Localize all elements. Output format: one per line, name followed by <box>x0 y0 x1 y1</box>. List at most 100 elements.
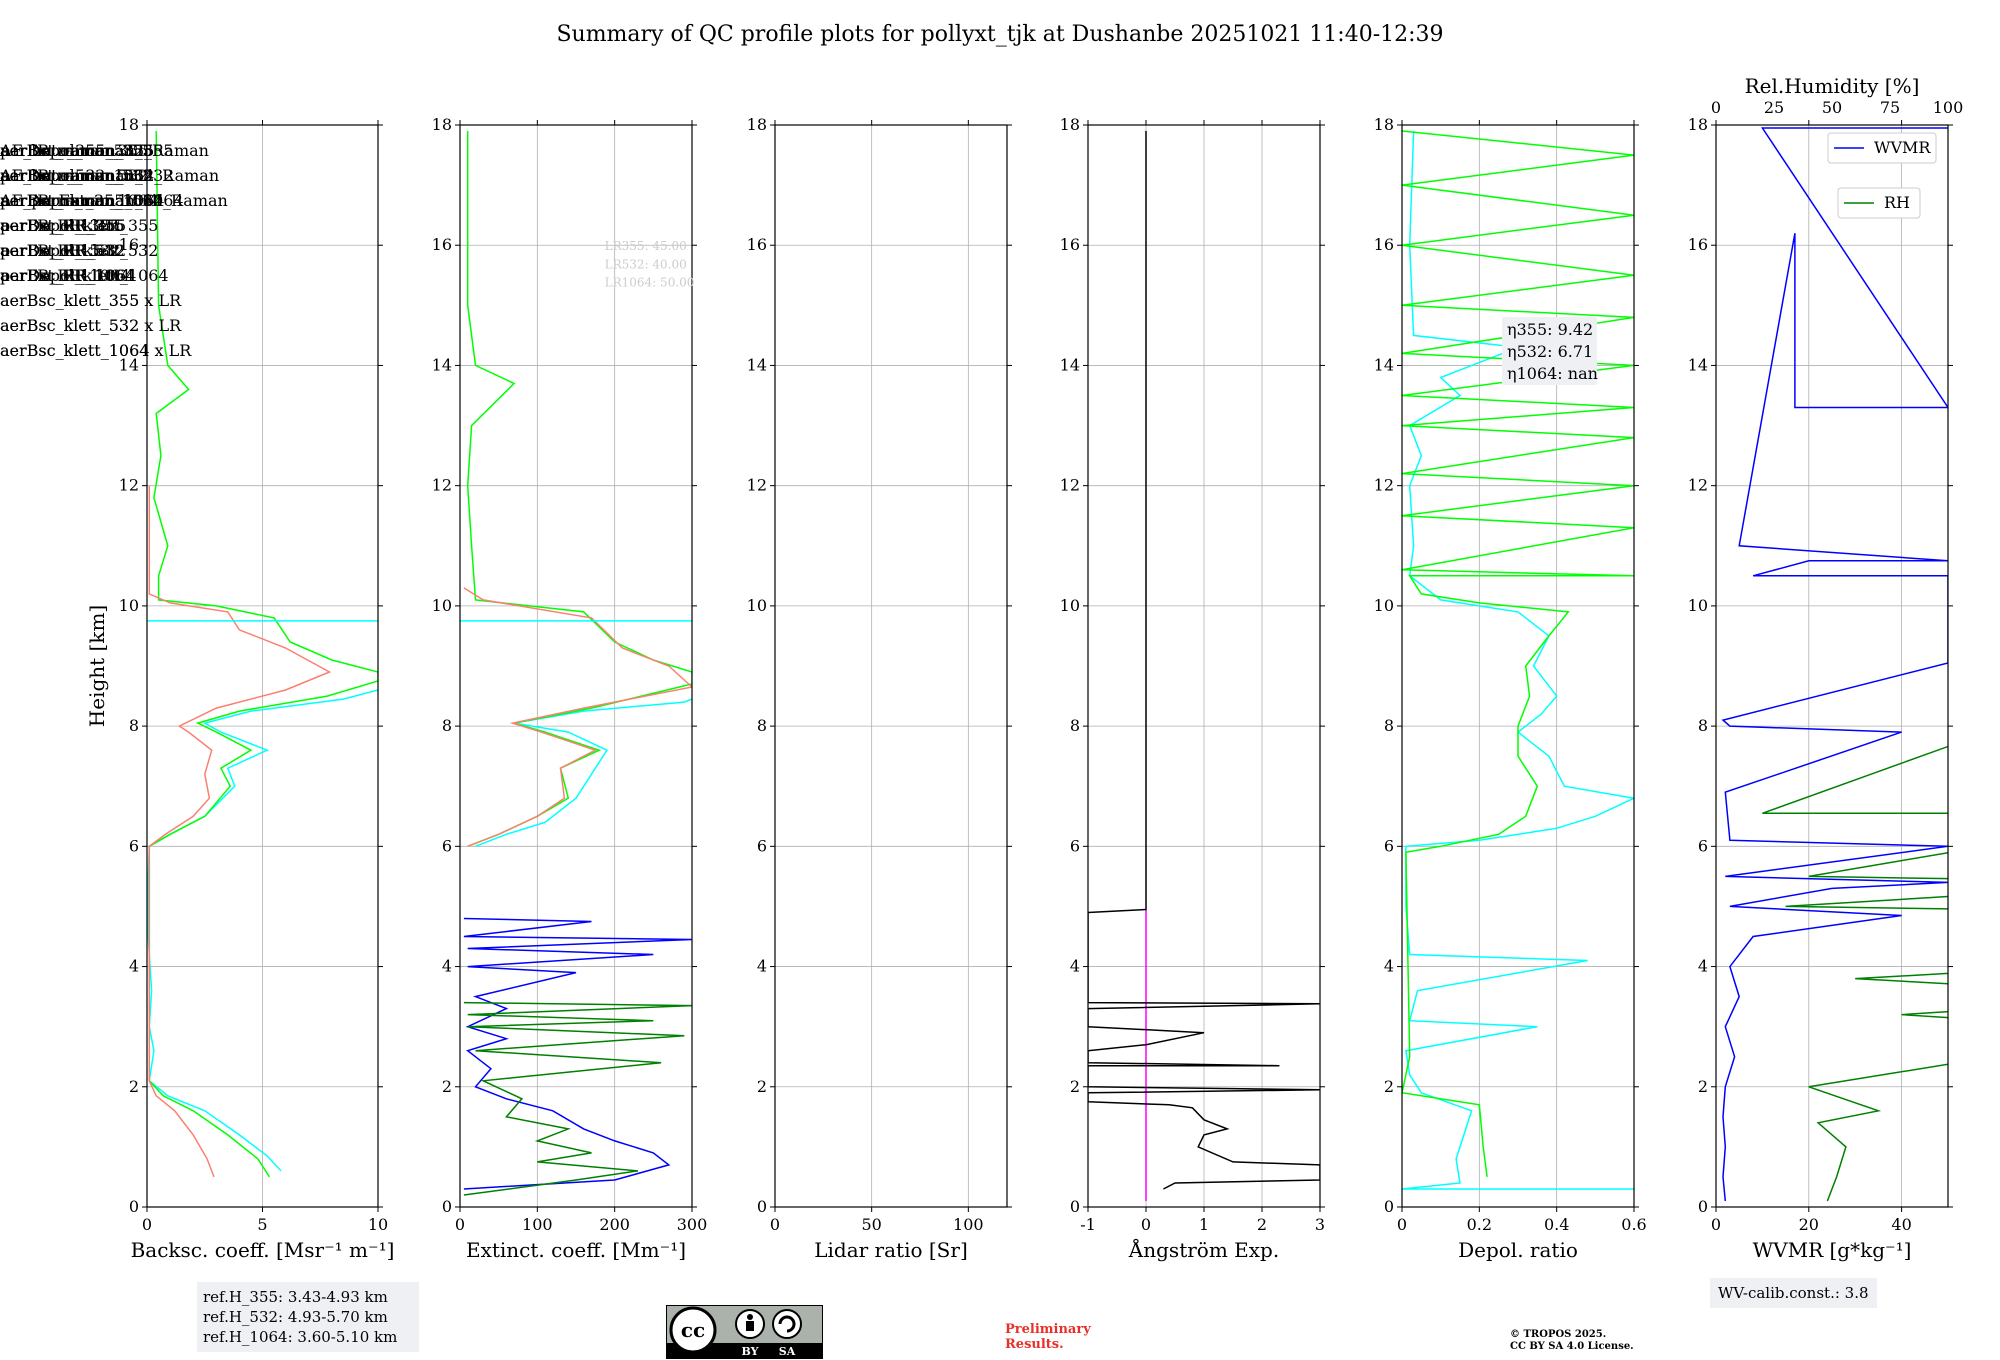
y-tick-label: 10 <box>119 596 139 615</box>
y-tick-label: 2 <box>1070 1077 1080 1096</box>
y-tick-label: 18 <box>1374 115 1394 134</box>
legend-label: aerExt_RR_1064 <box>0 266 135 285</box>
legend-label: aerBsc_raman_532 <box>0 166 154 185</box>
y-axis-label: Height [km] <box>85 605 109 727</box>
y-tick-label: 16 <box>432 235 452 254</box>
lidar-ratio-annotation: LR355: 45.00 <box>605 239 687 253</box>
y-tick-label: 0 <box>442 1197 452 1216</box>
legend-label: parDepol_klett_1064 <box>0 266 169 285</box>
y-tick-label: 14 <box>1060 355 1080 374</box>
copyright-line-2: CC BY SA 4.0 License. <box>1510 1341 1634 1352</box>
sa-icon <box>772 1309 802 1339</box>
legend-label: aerLR_raman_1064 <box>0 191 158 210</box>
eta-value: η1064: nan <box>1507 364 1598 383</box>
secondary-x-axis-label: Rel.Humidity [%] <box>1745 74 1920 98</box>
series-aerBsc_klett_532 x LR <box>466 131 692 847</box>
license-by-label: BY <box>742 1345 759 1358</box>
x-tick-label: -1 <box>1080 1215 1096 1234</box>
legend: AE_beta_355_532_Raman AE_beta_532_1064_Ra… <box>0 141 228 210</box>
y-tick-label: 2 <box>129 1077 139 1096</box>
eta-value: η355: 9.42 <box>1507 320 1593 339</box>
y-tick-label: 12 <box>1060 476 1080 495</box>
ref-height-355: ref.H_355: 3.43-4.93 km <box>203 1288 388 1306</box>
x-tick-label: 0.6 <box>1621 1215 1646 1234</box>
x-tick-label: 300 <box>677 1215 708 1234</box>
eta-annotations: η355: 9.42 η532: 6.71 η1064: nan <box>1502 317 1598 385</box>
y-tick-label: 12 <box>1374 476 1394 495</box>
x-tick-label: 20 <box>1799 1215 1819 1234</box>
x-tick-label: 3 <box>1315 1215 1325 1234</box>
legend-label: aerExt_raman_1064 <box>0 191 163 210</box>
legend-label: aerLR_RR_1064 <box>0 266 130 285</box>
y-tick-label: 18 <box>119 115 139 134</box>
series-group <box>1402 130 1634 1190</box>
y-tick-label: 6 <box>1070 836 1080 855</box>
y-tick-label: 6 <box>129 836 139 855</box>
y-tick-label: 8 <box>129 716 139 735</box>
x-tick-label: 50 <box>861 1215 881 1234</box>
legend-label: aerExt_RR_532 <box>0 241 124 260</box>
x-axis-label: Extinct. coeff. [Mm⁻¹] <box>466 1238 686 1262</box>
y-tick-label: 16 <box>1374 235 1394 254</box>
y-tick-label: 0 <box>757 1197 767 1216</box>
legend-label: aerLR_RR_532 <box>0 241 120 260</box>
y-tick-label: 4 <box>1698 957 1708 976</box>
wv-calibration-box: WV-calib.const.: 3.8 <box>1710 1278 1877 1308</box>
legend-label: parDepol_raman_1064 <box>0 191 184 210</box>
x-tick-label: 0 <box>1141 1215 1151 1234</box>
y-tick-label: 0 <box>1698 1197 1708 1216</box>
cc-license-badge: cc BY SA <box>666 1305 823 1359</box>
series-aerExt_raman_355 <box>463 917 692 1190</box>
y-tick-label: 14 <box>1688 355 1708 374</box>
series-parDepol_klett_532 <box>1402 130 1634 1177</box>
axes-frame <box>1715 124 1949 1208</box>
legend: aerExt_raman_355 aerExt_raman_532 aerExt_r… <box>0 141 192 360</box>
secondary-x-tick-label: 100 <box>1933 98 1964 117</box>
y-tick-label: 4 <box>1070 957 1080 976</box>
preliminary-line-1: Preliminary <box>1005 1322 1091 1337</box>
lidar-ratio-annotation: LR1064: 50.00 <box>605 275 695 289</box>
copyright-line-1: © TROPOS 2025. <box>1510 1329 1607 1340</box>
y-tick-label: 0 <box>1384 1197 1394 1216</box>
legend: aerLR_raman_355 aerLR_raman_532 aerLR_rama… <box>0 141 158 285</box>
legend-label: aerBsc_RR_532 <box>0 241 126 260</box>
series-aerBsc_klett_355 <box>147 689 378 1172</box>
legend-label: parDepol_klett_355 <box>0 216 158 235</box>
x-tick-label: 5 <box>257 1215 267 1234</box>
legend-label: AE_beta_532_1064_Raman <box>0 166 219 185</box>
series-AE_parExt_355_532_Raman <box>1088 131 1320 1190</box>
eta-value: η532: 6.71 <box>1507 342 1593 361</box>
y-tick-label: 10 <box>1688 596 1708 615</box>
y-tick-label: 12 <box>747 476 767 495</box>
y-tick-label: 2 <box>1384 1077 1394 1096</box>
y-tick-label: 12 <box>119 476 139 495</box>
legend-RH: RH <box>1837 187 1921 219</box>
y-tick-label: 18 <box>1060 115 1080 134</box>
x-axis-label: Backsc. coeff. [Msr⁻¹ m⁻¹] <box>131 1238 395 1262</box>
x-tick-label: 10 <box>368 1215 388 1234</box>
eta-box <box>1502 317 1597 385</box>
x-axis-label: Ångström Exp. <box>1128 1237 1279 1262</box>
legend-label: aerLR_raman_532 <box>0 166 148 185</box>
legend-label: aerBsc_raman_355 <box>0 141 154 160</box>
y-tick-label: 4 <box>757 957 767 976</box>
series-group <box>1721 127 1948 1202</box>
y-tick-label: 18 <box>432 115 452 134</box>
x-tick-label: 100 <box>522 1215 553 1234</box>
y-tick-label: 6 <box>1698 836 1708 855</box>
y-tick-label: 18 <box>747 115 767 134</box>
y-tick-label: 6 <box>442 836 452 855</box>
legend-label: aerExt_raman_532 <box>0 166 153 185</box>
series-aerBsc_klett_355 x LR <box>475 698 692 847</box>
legend-label: aerExt_RR_355 <box>0 216 124 235</box>
y-tick-label: 14 <box>432 355 452 374</box>
axes-frame <box>774 124 1008 1208</box>
y-tick-label: 6 <box>757 836 767 855</box>
series-aerBsc_klett_1064 <box>148 485 332 1178</box>
legend-label: parDepol_klett_532 <box>0 241 158 260</box>
y-tick-label: 10 <box>432 596 452 615</box>
y-tick-label: 10 <box>1374 596 1394 615</box>
lidar-ratio-annotation: LR532: 40.00 <box>605 257 687 271</box>
